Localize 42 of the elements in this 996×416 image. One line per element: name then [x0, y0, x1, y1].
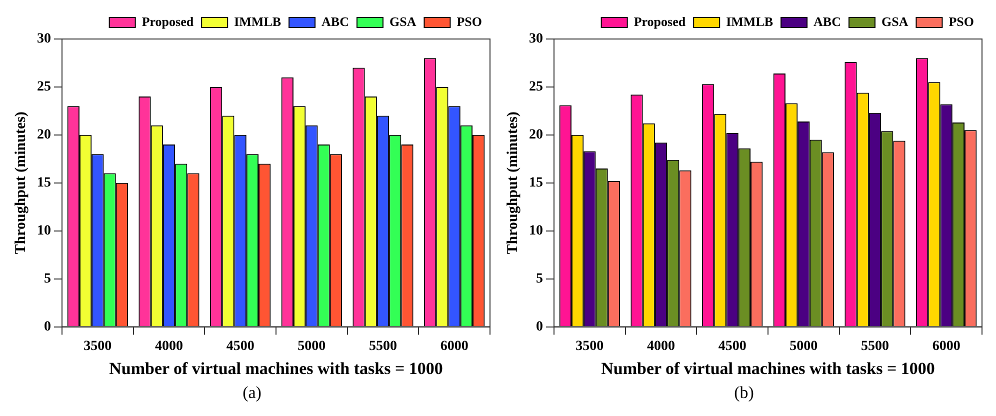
x-tick-label: 3500 — [84, 338, 112, 354]
legend-label: Proposed — [142, 14, 194, 29]
y-tick-label: 25 — [529, 80, 543, 95]
legend-label: GSA — [881, 14, 909, 29]
legend-label: IMMLB — [726, 14, 774, 29]
y-tick-label: 5 — [536, 271, 543, 286]
x-tick-label: 5500 — [861, 338, 889, 354]
legend-label: GSA — [389, 14, 417, 29]
x-tick-label: 5000 — [790, 338, 818, 354]
y-tick-label: 30 — [529, 32, 543, 47]
y-tick-label: 5 — [44, 271, 51, 286]
legend-label: ABC — [814, 14, 841, 29]
y-tick-label: 25 — [37, 80, 51, 95]
legend-label: PSO — [456, 14, 482, 29]
text: (a) — [242, 382, 262, 404]
y-tick-label: 0 — [536, 319, 543, 334]
x-tick-label: 4500 — [718, 338, 746, 354]
y-tick-label: 10 — [37, 223, 51, 238]
legend-label: IMMLB — [234, 14, 282, 29]
legend-label: Proposed — [634, 14, 686, 29]
x-tick-label: 6000 — [440, 338, 468, 354]
y-tick-label: 20 — [37, 128, 51, 143]
y-tick-label: 0 — [44, 319, 51, 334]
x-axis-title: Number of virtual machines with tasks = 1000 — [109, 359, 443, 378]
x-tick-label: 4000 — [155, 338, 183, 354]
y-tick-label: 30 — [37, 32, 51, 47]
x-axis-title: Number of virtual machines with tasks = 1000 — [601, 359, 935, 378]
legend-label: ABC — [322, 14, 349, 29]
x-tick-label: 6000 — [932, 338, 960, 354]
text: (b) — [734, 382, 754, 404]
x-tick-label: 3500 — [576, 338, 604, 354]
y-tick-label: 15 — [37, 176, 51, 191]
x-tick-label: 5500 — [369, 338, 397, 354]
y-tick-label: 15 — [529, 176, 543, 191]
x-tick-label: 4500 — [226, 338, 254, 354]
x-tick-label: 5000 — [298, 338, 326, 354]
legend-label: PSO — [948, 14, 974, 29]
y-tick-label: 10 — [529, 223, 543, 238]
x-tick-label: 4000 — [647, 338, 675, 354]
y-tick-label: 20 — [529, 128, 543, 143]
y-axis-title: Throughput (minutes) — [12, 112, 29, 254]
y-axis-title: Throughput (minutes) — [504, 112, 521, 254]
